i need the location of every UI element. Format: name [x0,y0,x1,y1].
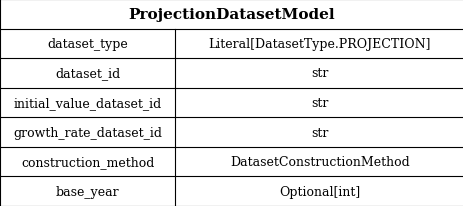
Text: str: str [310,126,328,139]
Text: Optional[int]: Optional[int] [278,185,360,198]
Text: dataset_id: dataset_id [55,67,120,80]
Text: DatasetConstructionMethod: DatasetConstructionMethod [229,155,409,168]
Text: growth_rate_dataset_id: growth_rate_dataset_id [13,126,162,139]
Text: initial_value_dataset_id: initial_value_dataset_id [13,97,162,109]
Text: base_year: base_year [56,185,119,198]
Text: construction_method: construction_method [21,155,154,168]
Text: Literal[DatasetType.PROJECTION]: Literal[DatasetType.PROJECTION] [208,38,430,51]
Text: str: str [310,97,328,109]
Text: dataset_type: dataset_type [47,38,128,51]
Text: str: str [310,67,328,80]
Text: ProjectionDatasetModel: ProjectionDatasetModel [128,8,335,22]
